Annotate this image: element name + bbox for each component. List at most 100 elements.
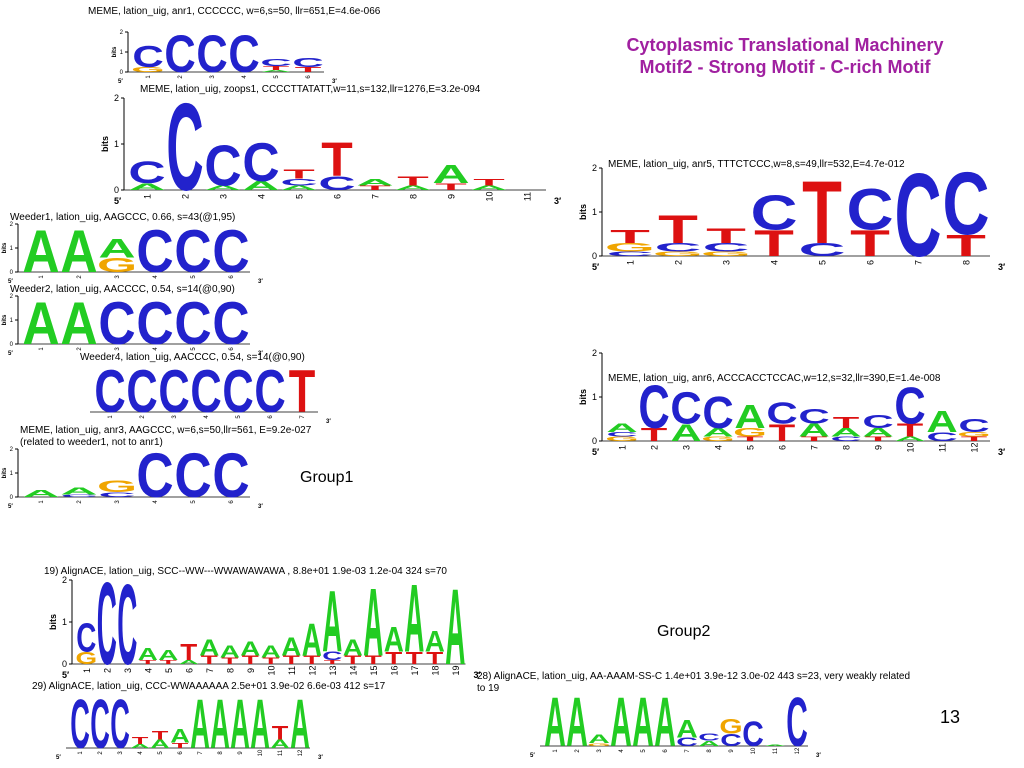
logo-letter-a: A <box>588 732 610 745</box>
logo-letter-g: G <box>605 435 639 442</box>
position-label: 6 <box>229 275 235 279</box>
logo-letter-t: T <box>344 654 361 667</box>
y-tick-label: 1 <box>10 318 14 324</box>
logo-letter-a: A <box>445 567 465 688</box>
motif-caption-weeder2: Weeder2, lation_uig, AACCCC, 0.54, s=14(… <box>10 284 235 295</box>
y-axis-label: bits <box>2 242 8 253</box>
logo-letter-g: G <box>587 743 610 747</box>
logo-letter-t: T <box>385 648 402 668</box>
logo-letter-a: A <box>302 614 322 666</box>
motif-caption-alignace29: 29) AlignACE, lation_uig, CCC-WWAAAAAA 2… <box>32 681 386 692</box>
three-prime-label: 3′ <box>816 753 821 759</box>
position-label: 6 <box>229 500 235 504</box>
position-label: 6 <box>866 260 876 265</box>
position-label: 2 <box>650 445 660 450</box>
logo-letter-c: C <box>190 359 221 425</box>
position-label: 4 <box>153 500 159 504</box>
logo-letter-c: C <box>117 561 137 689</box>
position-label: 11 <box>773 747 779 754</box>
logo-letter-a: A <box>862 425 893 439</box>
position-label: 9 <box>874 445 884 450</box>
position-label: 7 <box>914 260 924 265</box>
position-label: 12 <box>970 442 980 452</box>
five-prime-label: 5′ <box>592 447 599 457</box>
logo-letter-a: A <box>261 642 281 662</box>
logo-letter-a: A <box>250 686 270 764</box>
logo-letter-c: C <box>798 240 845 260</box>
logo-letter-t: T <box>321 133 353 187</box>
logo-letter-c: C <box>698 732 720 743</box>
five-prime-label: 5′ <box>56 755 61 761</box>
position-label: 17 <box>410 665 420 675</box>
position-label: 6 <box>229 347 235 351</box>
logo-letter-a: A <box>566 684 588 762</box>
position-label: 4 <box>153 347 159 351</box>
position-label: 3 <box>115 347 121 351</box>
logo-letter-c: C <box>720 731 742 750</box>
logo-letter-c: C <box>136 217 173 285</box>
logo-letter-c: C <box>212 217 249 285</box>
logo-letter-t: T <box>289 359 316 425</box>
logo-letter-a: A <box>676 715 698 743</box>
position-label: 3 <box>219 194 229 199</box>
position-label: 7 <box>371 194 381 199</box>
position-label: 9 <box>246 668 256 673</box>
logo-letter-a: A <box>190 686 210 764</box>
position-label: 8 <box>409 194 419 199</box>
logo-letter-a: A <box>158 647 178 663</box>
position-label: 5 <box>746 445 756 450</box>
logo-letter-t: T <box>263 65 290 71</box>
position-label: 19 <box>451 665 461 675</box>
logo-letter-a: A <box>734 398 765 435</box>
position-label: 6 <box>306 75 312 79</box>
position-label: 11 <box>523 192 533 201</box>
position-label: 2 <box>77 500 83 504</box>
position-label: 5 <box>295 194 305 199</box>
five-prime-label: 5′ <box>62 670 69 680</box>
y-tick-label: 0 <box>114 185 119 195</box>
y-tick-label: 1 <box>592 392 597 402</box>
logo-letter-a: A <box>220 642 240 662</box>
logo-letter-a: A <box>764 744 786 746</box>
logo-letter-a: A <box>98 234 135 264</box>
position-label: 4 <box>257 194 267 199</box>
position-label: 8 <box>225 668 235 673</box>
logo-letter-c: C <box>222 359 253 425</box>
position-label: 5 <box>191 347 197 351</box>
logo-letter-a: A <box>22 289 59 357</box>
logo-letter-t: T <box>961 435 988 442</box>
logo-letter-t: T <box>324 659 342 665</box>
position-label: 1 <box>82 668 92 673</box>
logo-letter-g: G <box>701 250 752 257</box>
logo-letter-a: A <box>270 738 290 751</box>
position-label: 13 <box>328 665 338 675</box>
position-label: 2 <box>98 751 104 755</box>
y-tick-label: 2 <box>114 93 119 103</box>
y-axis-label: bits <box>48 614 58 630</box>
logo-letter-c: C <box>174 441 211 511</box>
logo-letter-t: T <box>221 656 239 666</box>
y-tick-label: 0 <box>10 270 14 276</box>
logo-letter-t: T <box>658 207 698 251</box>
logo-letter-c: C <box>862 412 893 432</box>
position-label: 10 <box>266 665 276 675</box>
logo-letter-c: C <box>254 359 285 425</box>
logo-letter-g: G <box>75 648 97 668</box>
logo-letter-t: T <box>737 435 764 442</box>
logo-letter-a: A <box>384 619 404 659</box>
y-tick-label: 2 <box>592 348 597 358</box>
logo-letter-c: C <box>76 615 96 661</box>
logo-letter-t: T <box>359 184 391 191</box>
logo-letter-a: A <box>179 659 199 665</box>
sequence-logo-anr6: 210bitsGCA1TC2AC3GAC4TGA5TC6TAC7CAT8TAC9… <box>578 348 1005 457</box>
logo-letter-a: A <box>698 739 720 748</box>
motif-caption-alignace19: 19) AlignACE, lation_uig, SCC--WW---WWAW… <box>44 566 447 577</box>
three-prime-label: 3′ <box>318 755 323 761</box>
y-axis-label: bits <box>578 204 588 220</box>
position-label: 7 <box>198 751 204 755</box>
position-label: 7 <box>810 445 820 450</box>
